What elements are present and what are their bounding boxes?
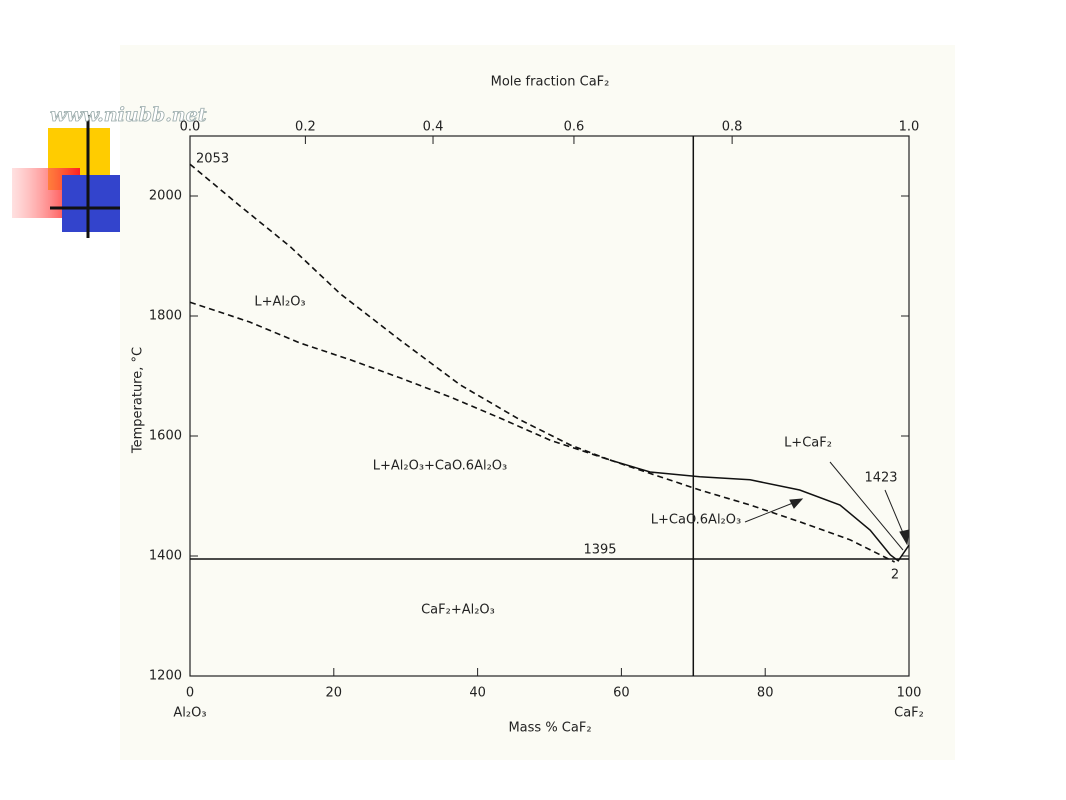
x-tick-label: 80 <box>757 686 774 701</box>
scan-background <box>120 45 955 760</box>
top-tick-label: 0.0 <box>180 120 201 135</box>
deco-square <box>62 175 120 232</box>
arrows <box>744 461 910 551</box>
curve <box>609 459 910 562</box>
x-tick-label: 0 <box>186 686 194 701</box>
y-axis-title: Temperature, °C <box>131 347 146 454</box>
annotation: 2053 <box>196 152 229 167</box>
x-tick-label: 40 <box>469 686 486 701</box>
y-tick-label: 1400 <box>149 549 182 564</box>
annotation: 2 <box>891 568 899 583</box>
watermark: www.niubb.net <box>50 104 207 126</box>
plot-frame <box>189 135 910 677</box>
annotation: 1395 <box>583 543 616 558</box>
y-tick-label: 1200 <box>149 669 182 684</box>
curve <box>609 459 895 563</box>
y-tick-label: 1600 <box>149 429 182 444</box>
curve <box>189 163 611 461</box>
top-tick-label: 1.0 <box>899 120 920 135</box>
y-tick-label: 2000 <box>149 189 182 204</box>
annotation: L+CaF₂ <box>784 436 832 451</box>
x-tick-label: 100 <box>897 686 922 701</box>
x-tick-label: 60 <box>613 686 630 701</box>
top-axis-title: Mole fraction CaF₂ <box>491 75 610 90</box>
top-tick-label: 0.8 <box>722 120 743 135</box>
annotation: L+Al₂O₃+CaO.6Al₂O₃ <box>373 459 508 474</box>
axis-end-label: CaF₂ <box>894 706 924 721</box>
axis-end-label: Al₂O₃ <box>173 706 206 721</box>
y-tick-label: 1800 <box>149 309 182 324</box>
top-tick-label: 0.6 <box>564 120 585 135</box>
x-tick-label: 20 <box>326 686 343 701</box>
annotation: L+CaO.6Al₂O₃ <box>651 513 741 528</box>
x-axis-title: Mass % CaF₂ <box>508 721 591 736</box>
annotation: CaF₂+Al₂O₃ <box>421 603 495 618</box>
curve <box>189 301 611 461</box>
top-tick-label: 0.2 <box>295 120 316 135</box>
annotation: L+Al₂O₃ <box>254 295 305 310</box>
top-tick-label: 0.4 <box>423 120 444 135</box>
annotation: 1423 <box>864 471 897 486</box>
